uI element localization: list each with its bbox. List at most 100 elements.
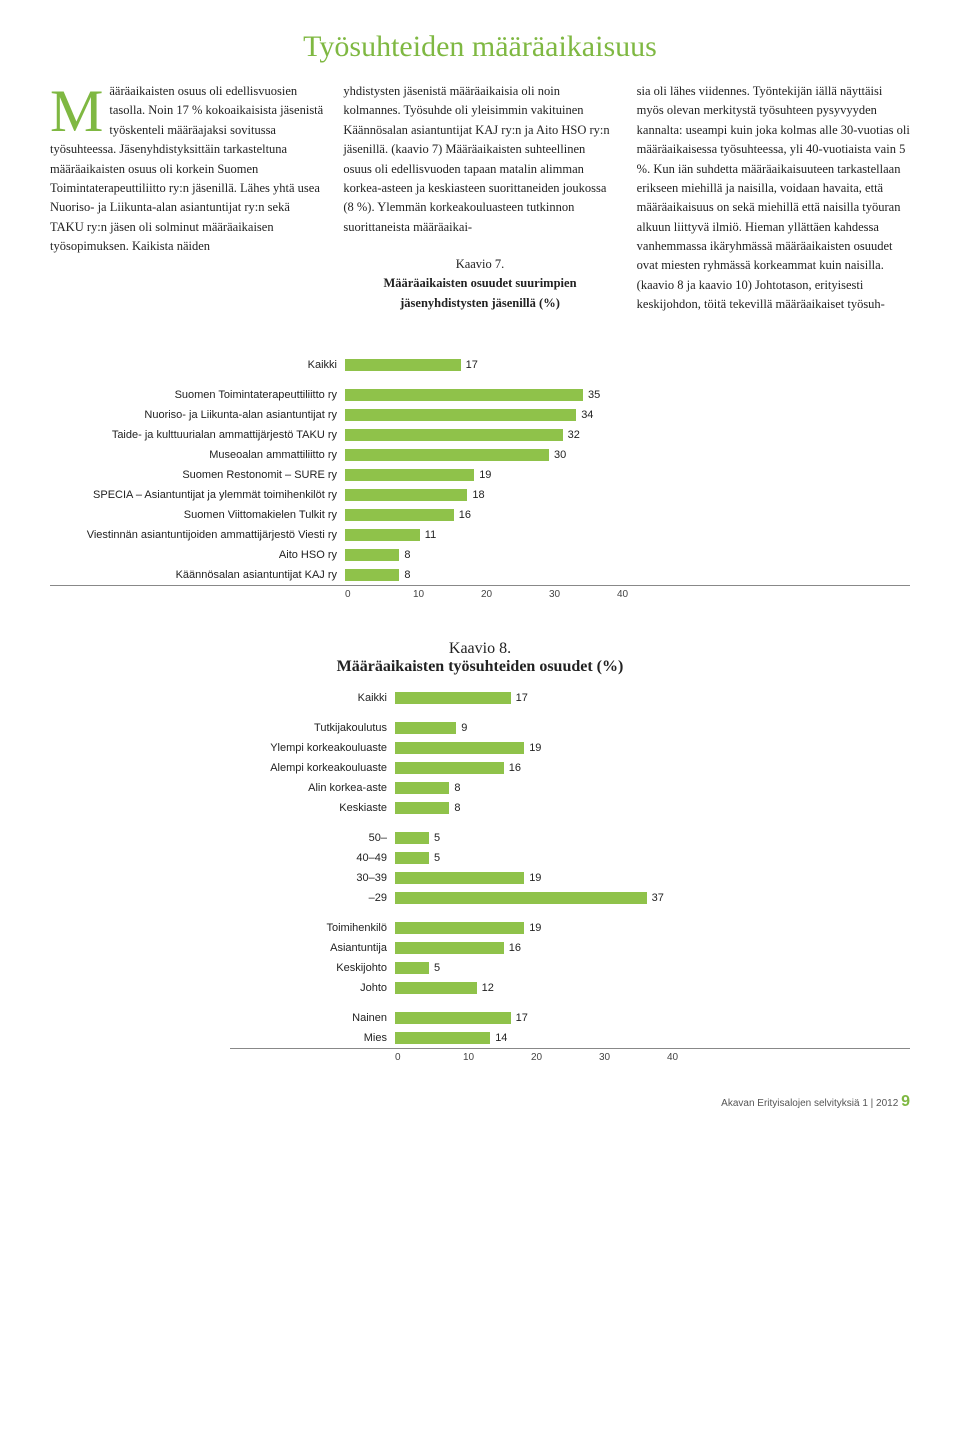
bar-row: Nainen17 (230, 1008, 910, 1028)
bar-label: Aito HSO ry (50, 549, 345, 561)
bar-row: Ylempi korkeakouluaste19 (230, 738, 910, 758)
bar-row: 30–3919 (230, 868, 910, 888)
bar-label: Keskijohto (230, 962, 395, 974)
bar-value: 16 (454, 509, 471, 521)
bar-label: Nuoriso- ja Liikunta-alan asiantuntijat … (50, 409, 345, 421)
bar-row: Suomen Viittomakielen Tulkit ry 16 (50, 505, 910, 525)
bar (345, 549, 399, 561)
bar (395, 782, 449, 794)
bar (395, 762, 504, 774)
bar-label: Suomen Viittomakielen Tulkit ry (50, 509, 345, 521)
chart-8: Kaikki 17 Tutkijakoulutus 9 Ylempi korkeakou… (230, 688, 910, 1063)
bar (395, 1032, 490, 1044)
bar-label: 30–39 (230, 872, 395, 884)
bar-label: Tutkijakoulutus (230, 722, 395, 734)
bar-label: SPECIA – Asiantuntijat ja ylemmät toimih… (50, 489, 345, 501)
column-3: sia oli lähes viidennes. Työntekijän iäl… (637, 82, 910, 325)
bar-cell: 11 (345, 529, 645, 541)
bar-label: 40–49 (230, 852, 395, 864)
bar-value: 30 (549, 449, 566, 461)
bar (395, 892, 647, 904)
bar-value: 17 (511, 692, 528, 704)
bar-cell: 16 (395, 762, 695, 774)
bar-row: Johto12 (230, 978, 910, 998)
bar-value: 9 (456, 722, 467, 734)
bar-cell: 12 (395, 982, 695, 994)
bar-cell: 19 (395, 872, 695, 884)
bar-value: 19 (524, 922, 541, 934)
bar-label: Keskiaste (230, 802, 395, 814)
chart-7: Kaikki 17 Suomen Toimintaterapeuttiliitto … (50, 355, 910, 600)
axis-tick: 0 (395, 1052, 463, 1063)
bar-row: Toimihenkilö19 (230, 918, 910, 938)
bar-label: Asiantuntija (230, 942, 395, 954)
bar-value: 8 (449, 782, 460, 794)
bar-row: Aito HSO ry8 (50, 545, 910, 565)
bar (395, 722, 456, 734)
bar-label: Museoalan ammattiliitto ry (50, 449, 345, 461)
chart7-caption-name: Määräaikaisten osuudet suurimpien jäseny… (383, 276, 576, 309)
bar (345, 489, 467, 501)
bar-value: 8 (399, 569, 410, 581)
col2-text: yhdistysten jäsenistä määräaikaisia oli … (343, 84, 609, 234)
bar-row: Tutkijakoulutus 9 (230, 718, 910, 738)
bar-cell: 16 (345, 509, 645, 521)
bar (395, 832, 429, 844)
bar-label: Kaikki (50, 359, 345, 371)
bar (345, 359, 461, 371)
chart8-caption: Kaavio 8. Määräaikaisten työsuhteiden os… (50, 640, 910, 676)
bar-cell: 17 (345, 359, 645, 371)
bar-label: –29 (230, 892, 395, 904)
bar (395, 742, 524, 754)
bar (395, 852, 429, 864)
bar (345, 429, 563, 441)
bar (345, 569, 399, 581)
text-columns: M ääräaikaisten osuus oli edellisvuosien… (50, 82, 910, 325)
axis-tick: 0 (345, 589, 413, 600)
bar-label: Alempi korkeakouluaste (230, 762, 395, 774)
bar-label: Käännösalan asiantuntijat KAJ ry (50, 569, 345, 581)
bar-row: Kaikki 17 (50, 355, 910, 375)
bar-row: Mies14 (230, 1028, 910, 1048)
bar-label: Kaikki (230, 692, 395, 704)
bar-cell: 16 (395, 942, 695, 954)
bar-row: Nuoriso- ja Liikunta-alan asiantuntijat … (50, 405, 910, 425)
bar-label: Suomen Toimintaterapeuttiliitto ry (50, 389, 345, 401)
chart8-caption-name: Määräaikaisten työsuhteiden osuudet (%) (337, 658, 624, 675)
bar (395, 962, 429, 974)
bar-cell: 17 (395, 692, 695, 704)
axis-tick: 40 (667, 1052, 678, 1063)
page-title: Työsuhteiden määräaikaisuus (50, 30, 910, 64)
axis-tick: 20 (481, 589, 549, 600)
bar-row: Alempi korkeakouluaste16 (230, 758, 910, 778)
bar-row: Viestinnän asiantuntijoiden ammattijärje… (50, 525, 910, 545)
bar-cell: 19 (345, 469, 645, 481)
bar-row: Kaikki 17 (230, 688, 910, 708)
axis-tick: 10 (463, 1052, 531, 1063)
bar-cell: 8 (395, 782, 695, 794)
bar (345, 509, 454, 521)
bar-label: Viestinnän asiantuntijoiden ammattijärje… (50, 529, 345, 541)
bar-row: Alin korkea-aste8 (230, 778, 910, 798)
bar-row: Keskiaste8 (230, 798, 910, 818)
bar-label: Mies (230, 1032, 395, 1044)
bar-cell: 18 (345, 489, 645, 501)
bar-cell: 8 (395, 802, 695, 814)
footer-page-number: 9 (901, 1093, 910, 1110)
bar-cell: 5 (395, 832, 695, 844)
bar-row: 40–495 (230, 848, 910, 868)
dropcap: M (50, 82, 109, 137)
bar (345, 469, 474, 481)
bar (345, 409, 576, 421)
chart8-caption-num: Kaavio 8. (449, 640, 511, 657)
bar (395, 872, 524, 884)
bar-cell: 8 (345, 569, 645, 581)
axis-tick: 30 (599, 1052, 667, 1063)
bar-value: 18 (467, 489, 484, 501)
bar-cell: 19 (395, 742, 695, 754)
bar-row: SPECIA – Asiantuntijat ja ylemmät toimih… (50, 485, 910, 505)
bar (395, 802, 449, 814)
bar-value: 17 (461, 359, 478, 371)
bar-row: 50–5 (230, 828, 910, 848)
chart7-caption: Kaavio 7. Määräaikaisten osuudet suurimp… (343, 255, 616, 313)
